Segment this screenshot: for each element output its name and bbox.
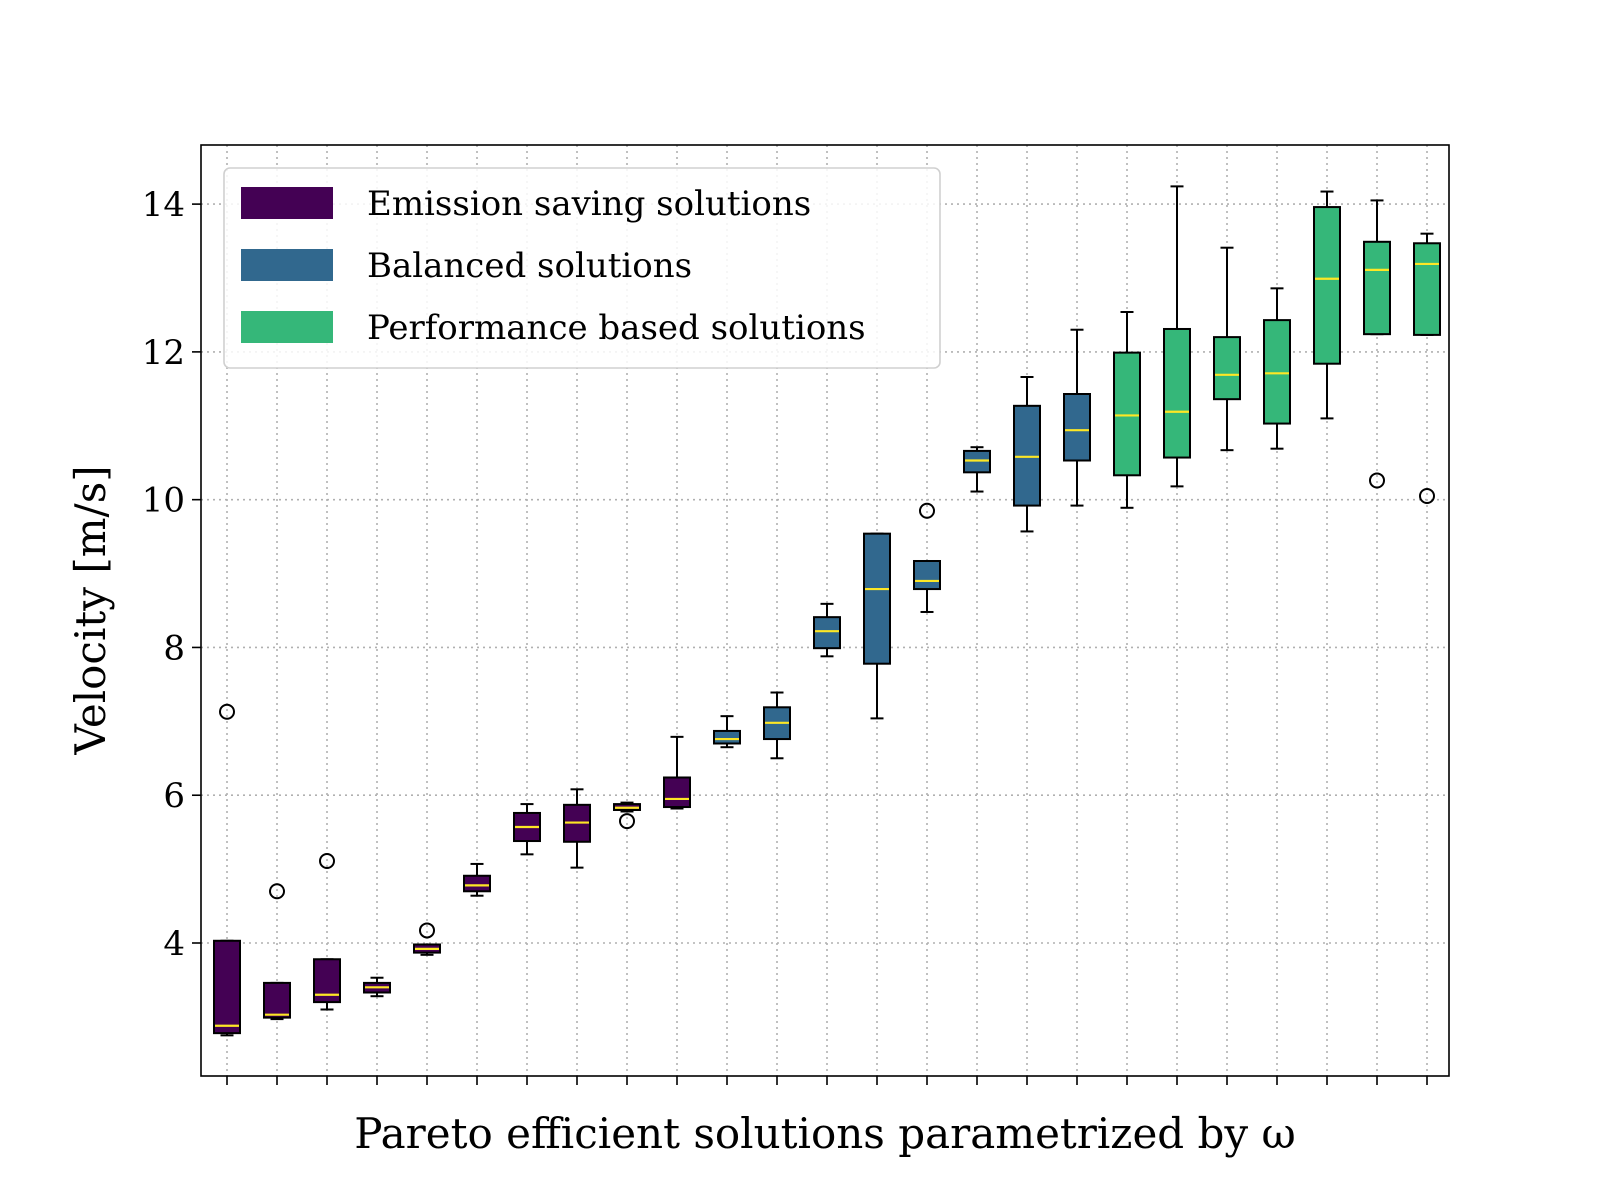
box-element — [313, 852, 341, 1011]
legend-label: Performance based solutions — [367, 308, 866, 348]
box-element — [1363, 199, 1391, 489]
box-element — [413, 922, 441, 956]
box-element — [713, 715, 741, 749]
box-rect — [1263, 319, 1291, 425]
box-rect — [1363, 240, 1391, 336]
plot-frame — [200, 144, 1450, 1077]
y-tick-label: 4 — [163, 924, 185, 964]
box-element — [1413, 232, 1441, 504]
legend: Emission saving solutions Balanced soluti… — [223, 167, 941, 369]
box-element — [1113, 310, 1141, 509]
box-element — [963, 446, 991, 493]
outlier-point — [319, 852, 335, 869]
legend-label: Balanced solutions — [367, 246, 692, 286]
legend-swatch — [241, 311, 333, 343]
box-element — [913, 502, 941, 613]
y-tick-label: 10 — [142, 481, 185, 521]
box-element — [563, 788, 591, 869]
legend-swatch — [241, 249, 333, 281]
box-rect — [913, 559, 941, 591]
legend-swatch — [241, 187, 333, 219]
outlier-point — [1419, 487, 1435, 504]
box-element — [663, 735, 691, 810]
box-rect — [963, 449, 991, 474]
box-rect — [1413, 242, 1441, 336]
legend-frame — [223, 167, 941, 369]
boxes — [213, 185, 1441, 1037]
box-element — [463, 862, 491, 897]
box-element — [613, 801, 641, 830]
box-element — [763, 691, 791, 760]
box-rect — [1213, 336, 1241, 401]
box-rect — [213, 939, 241, 1035]
box-rect — [713, 729, 741, 745]
box-rect — [663, 776, 691, 809]
outlier-point — [419, 922, 435, 939]
box-rect — [263, 981, 291, 1019]
box-rect — [1063, 393, 1091, 462]
box-rect — [863, 532, 891, 665]
box-rect — [1013, 404, 1041, 507]
box-rect — [463, 874, 491, 893]
box-element — [213, 703, 241, 1037]
outlier-point — [1369, 472, 1385, 489]
box-element — [513, 803, 541, 856]
y-tick-label: 6 — [163, 776, 185, 816]
box-element — [1013, 376, 1041, 533]
outlier-point — [619, 813, 635, 830]
legend-label: Emission saving solutions — [367, 184, 811, 224]
box-element — [1163, 185, 1191, 488]
box-element — [1263, 287, 1291, 450]
box-element — [1063, 328, 1091, 507]
y-tick-label: 12 — [142, 333, 185, 373]
box-rect — [813, 616, 841, 650]
box-element — [363, 976, 391, 998]
box-element — [1313, 190, 1341, 420]
box-element — [863, 532, 891, 720]
grid — [201, 145, 1449, 1076]
box-rect — [1113, 351, 1141, 477]
box-element — [1213, 246, 1241, 452]
box-element — [263, 883, 291, 1021]
box-rect — [1163, 327, 1191, 459]
outlier-point — [219, 703, 235, 720]
y-tick-label: 8 — [163, 628, 185, 668]
axis-ticks: 4 6 8 10 12 14 — [142, 185, 1428, 1085]
box-rect — [1313, 206, 1341, 365]
x-axis-label: Pareto efficient solutions parametrized … — [354, 1109, 1296, 1158]
box-element — [813, 602, 841, 658]
outlier-point — [919, 502, 935, 519]
outlier-point — [269, 883, 285, 900]
y-axis-label: Velocity [m/s] — [66, 465, 115, 755]
y-tick-label: 14 — [142, 185, 185, 225]
